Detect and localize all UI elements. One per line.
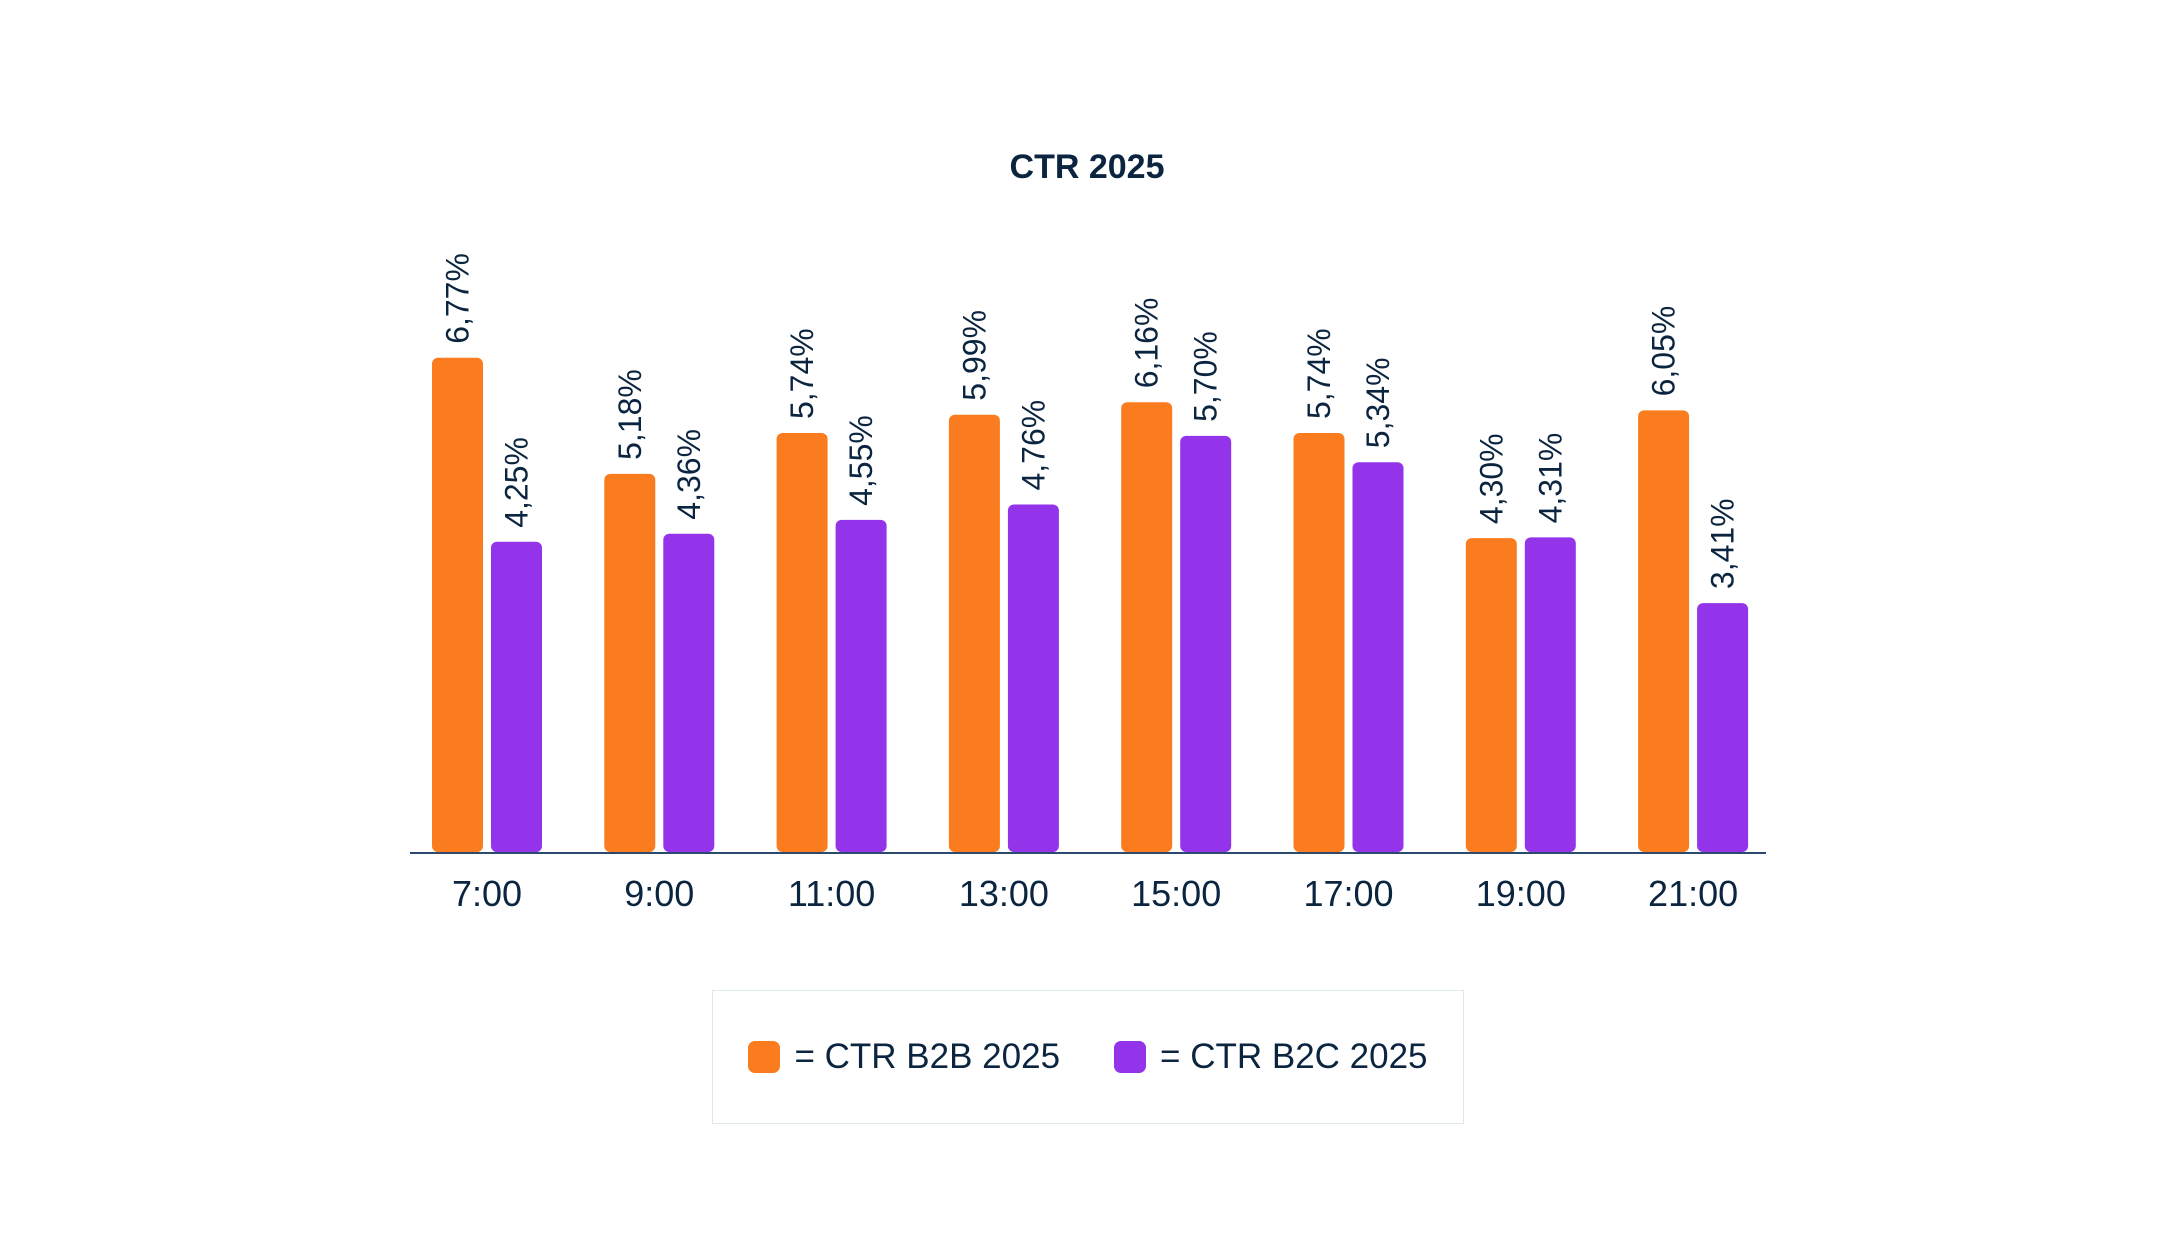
bar-b2b-1700 — [1293, 433, 1345, 852]
bars-layer — [432, 357, 1749, 853]
bar-b2c-2100 — [1697, 603, 1749, 852]
x-tick-labels: 7:00 9:00 11:00 13:00 15:00 17:00 19:00 21:00 — [452, 873, 1738, 914]
x-tick-label-1500: 15:00 — [1131, 873, 1221, 914]
bar-b2c-700 — [491, 541, 542, 853]
legend-label-b2b: = CTR B2B 2025 — [794, 1037, 1061, 1076]
value-label-b2b-1300: 5,99% — [956, 310, 992, 401]
bar-b2b-1300 — [948, 414, 1000, 852]
x-tick-label-1900: 19:00 — [1476, 873, 1566, 914]
x-tick-label-1100: 11:00 — [788, 873, 875, 914]
legend-label-b2c: = CTR B2C 2025 — [1160, 1037, 1428, 1076]
value-label-b2c-1700: 5,34% — [1360, 357, 1396, 448]
legend-swatch-b2c — [1114, 1041, 1147, 1073]
x-tick-label-2100: 21:00 — [1648, 873, 1738, 914]
value-label-b2c-700: 4,25% — [499, 437, 535, 528]
bar-b2b-1100 — [776, 433, 828, 852]
legend-item-b2b: = CTR B2B 2025 — [748, 1037, 1060, 1077]
x-tick-label-1700: 17:00 — [1303, 873, 1393, 914]
value-label-b2c-2100: 3,41% — [1705, 498, 1741, 589]
value-label-b2b-900: 5,18% — [612, 369, 648, 460]
legend-swatch-b2b — [748, 1041, 781, 1073]
value-label-b2c-900: 4,36% — [671, 429, 707, 520]
value-label-b2b-1700: 5,74% — [1301, 328, 1337, 419]
value-label-b2b-1900: 4,30% — [1473, 433, 1509, 524]
bar-b2c-1300 — [1007, 504, 1059, 852]
bar-b2b-700 — [432, 357, 483, 852]
value-label-b2c-1900: 4,31% — [1532, 433, 1568, 524]
legend-item-b2c: = CTR B2C 2025 — [1114, 1037, 1428, 1077]
x-tick-label-900: 9:00 — [624, 873, 694, 914]
chart-title: CTR 2025 — [1010, 148, 1165, 186]
legend: = CTR B2B 2025 = CTR B2C 2025 — [712, 990, 1464, 1124]
bar-b2b-1900 — [1465, 538, 1517, 852]
bar-b2b-2100 — [1638, 410, 1690, 852]
bar-b2c-900 — [663, 533, 715, 852]
bar-b2b-1500 — [1121, 402, 1173, 852]
bar-b2b-900 — [604, 473, 656, 852]
x-tick-label-1300: 13:00 — [959, 873, 1049, 914]
value-label-b2b-700: 6,77% — [440, 253, 476, 344]
bar-b2c-1100 — [835, 519, 887, 852]
value-label-b2b-1100: 5,74% — [784, 328, 820, 419]
x-tick-label-700: 7:00 — [452, 873, 522, 914]
bar-b2c-1500 — [1180, 435, 1232, 852]
value-label-b2b-1500: 6,16% — [1129, 298, 1165, 389]
bar-b2c-1700 — [1352, 462, 1404, 852]
value-label-b2c-1500: 5,70% — [1188, 331, 1224, 422]
bar-b2c-1900 — [1524, 537, 1576, 852]
value-label-b2c-1300: 4,76% — [1015, 400, 1051, 491]
value-labels-layer: 6,77% 4,25% 5,18% 4,36% 5,74% 4,55% 5,99% 4,76%… — [440, 253, 1741, 589]
value-label-b2c-1100: 4,55% — [843, 415, 879, 506]
value-label-b2b-2100: 6,05% — [1646, 306, 1682, 397]
